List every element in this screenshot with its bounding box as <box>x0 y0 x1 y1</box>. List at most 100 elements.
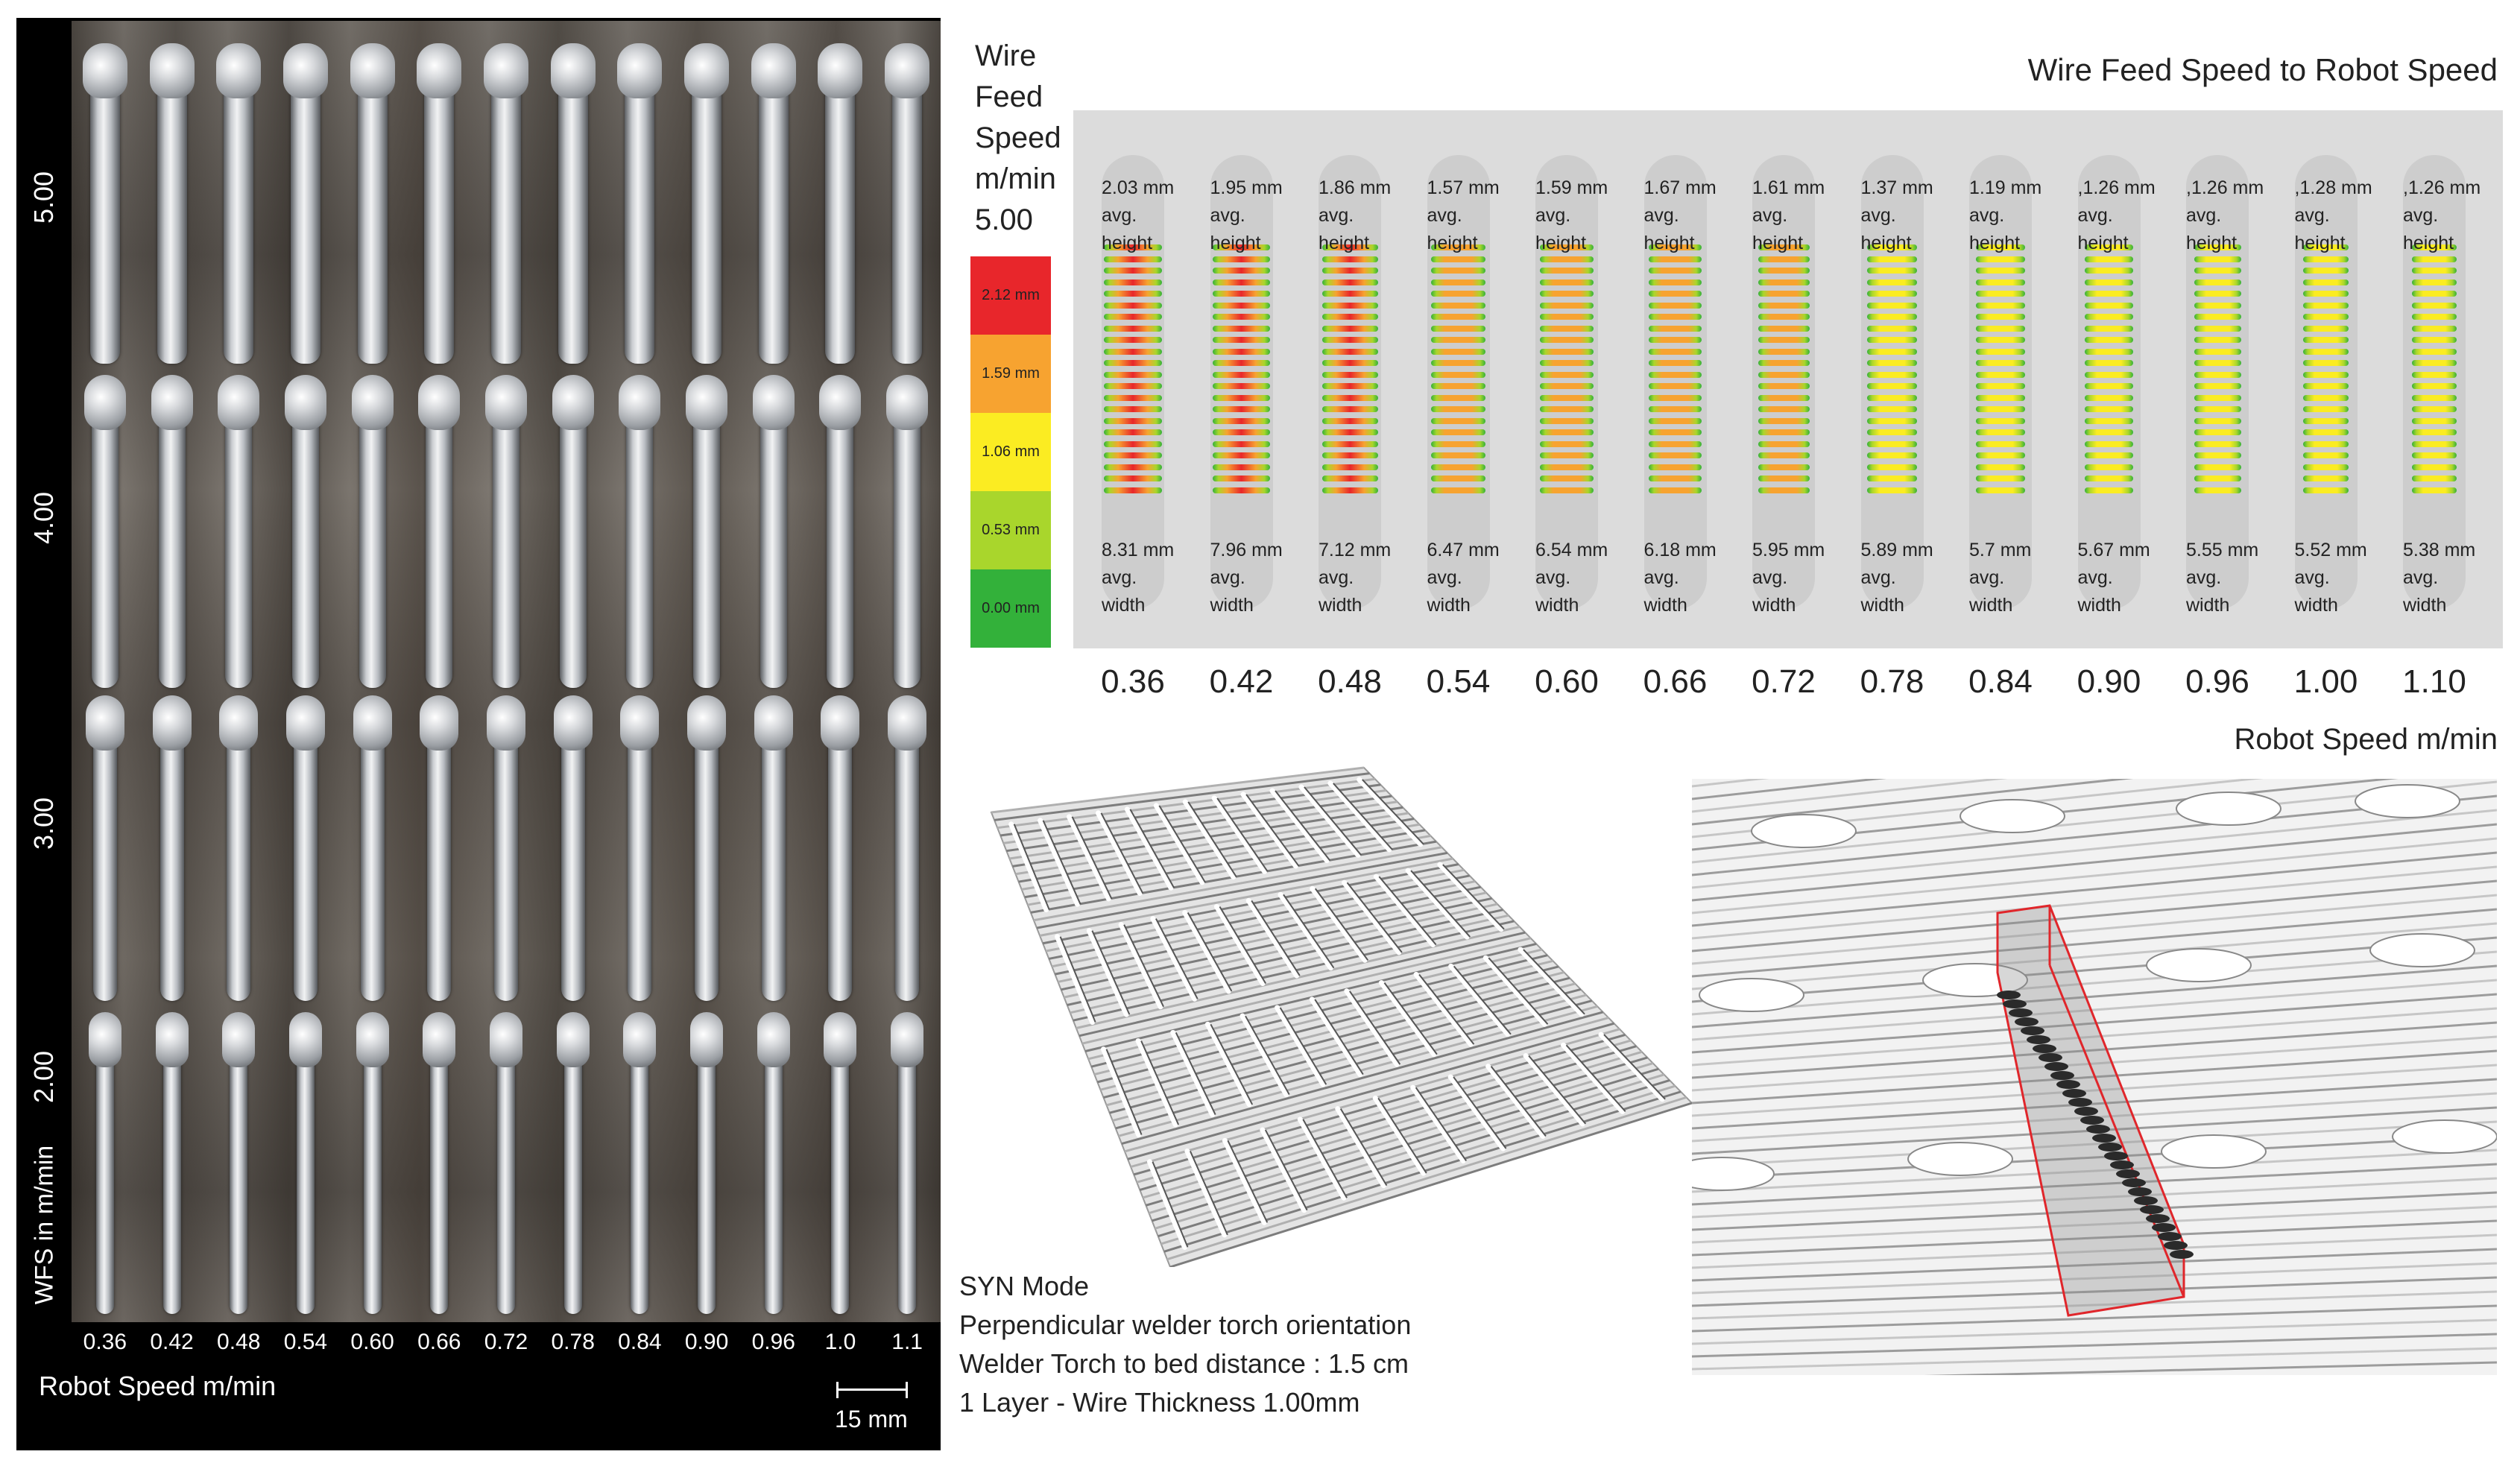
weld-bead-start <box>285 695 325 751</box>
weld-bead-start <box>222 1012 256 1067</box>
avg-height-value: 1.67 mm <box>1643 177 1717 198</box>
avg-height-value: ,1.26 mm <box>2186 177 2264 198</box>
height-stripe <box>1430 302 1486 309</box>
toolpath-bead-shadow <box>1383 982 1438 1055</box>
toolpath-line <box>1124 1017 1609 1153</box>
height-stripe <box>2085 406 2133 412</box>
height-stripe <box>1321 406 1378 412</box>
avg-height-value: 1.57 mm <box>1427 177 1500 198</box>
robot-speed-tick: 0.60 <box>1535 663 1599 700</box>
height-stripe <box>1649 348 1702 355</box>
toolpath-line <box>1033 846 1442 922</box>
legend-title-line: Feed <box>975 80 1043 113</box>
toolpath-bead <box>1182 799 1237 880</box>
toolpath-bead-shadow <box>1377 1097 1427 1174</box>
closeup-line <box>1692 1262 2497 1295</box>
closeup-bead <box>2369 933 2475 967</box>
closeup-line <box>1692 964 2497 1029</box>
height-stripe <box>1321 291 1378 297</box>
avg-width-label: width <box>2186 595 2230 616</box>
height-stripe <box>2085 314 2133 320</box>
height-stripe <box>1649 244 1702 250</box>
height-stripe <box>1430 417 1486 424</box>
weld-bead-start <box>288 1012 322 1067</box>
weld-bead-start <box>83 375 126 430</box>
closeup-line <box>1692 1191 2497 1231</box>
toolpath-point-cluster <box>1997 991 2021 999</box>
height-stripe <box>1213 429 1270 435</box>
weld-bead-start <box>684 43 730 98</box>
height-stripe <box>1649 487 1702 493</box>
toolpath-line <box>1081 937 1532 1045</box>
closeup-line <box>1692 1318 2497 1345</box>
closeup-line <box>1692 1248 2497 1282</box>
bead-outline <box>1643 155 1707 610</box>
chart-title: Wire Feed Speed to Robot Speed <box>2027 52 2498 87</box>
avg-width-value: 7.96 mm <box>1210 540 1283 560</box>
bead-outline <box>1427 155 1490 610</box>
weld-bead <box>825 58 856 364</box>
height-stripe <box>2302 464 2349 470</box>
toolpath-point-cluster <box>2110 1160 2134 1169</box>
weld-bead-start <box>356 1012 389 1067</box>
height-stripe <box>1104 394 1162 401</box>
process-settings: SYN Mode Perpendicular welder torch orie… <box>959 1267 1411 1422</box>
height-stripe <box>1866 268 1918 274</box>
toolpath-bead <box>1184 1148 1228 1238</box>
height-stripe <box>1430 452 1486 458</box>
avg-width-label: width <box>1643 595 1687 616</box>
avg-width-value: 5.55 mm <box>2186 540 2259 560</box>
toolpath-bead <box>1310 885 1368 963</box>
toolpath-bead <box>1598 1032 1665 1102</box>
weld-bead-start <box>686 375 728 430</box>
weld-bead <box>357 58 388 364</box>
height-stripe <box>1430 464 1486 470</box>
toolpath-bead <box>1170 1029 1216 1118</box>
height-stripe <box>2085 452 2133 458</box>
toolpath-point-cluster <box>2152 1223 2176 1232</box>
weld-bead-start <box>487 695 525 751</box>
weld-bead-start <box>353 695 392 751</box>
height-stripe <box>1430 383 1486 389</box>
color-scale-step: 0.00 mm <box>970 569 1051 648</box>
toolpath-bead-shadow <box>1283 894 1335 969</box>
toolpath-bead <box>1448 963 1511 1037</box>
height-stripe <box>2412 291 2457 297</box>
info-line: Perpendicular welder torch orientation <box>959 1310 1412 1340</box>
legend-title-line: 5.00 <box>975 203 1033 236</box>
weld-bead <box>693 390 721 688</box>
height-stripe <box>2194 417 2241 424</box>
scale-bar <box>836 1382 908 1398</box>
avg-width-label: avg. <box>2186 567 2222 588</box>
toolpath-bead <box>1269 788 1330 864</box>
weld-bead-start <box>151 375 193 430</box>
closeup-line <box>1692 879 2497 953</box>
avg-width-value: 5.67 mm <box>2077 540 2150 560</box>
height-stripe <box>2194 429 2241 435</box>
weld-bead <box>560 710 585 1001</box>
photo-x-tick: 0.48 <box>217 1330 261 1354</box>
avg-width-value: 5.89 mm <box>1860 540 1933 560</box>
weld-bead-start <box>819 375 862 430</box>
height-stripe <box>1540 325 1594 332</box>
avg-width-label: avg. <box>2294 567 2330 588</box>
toolpath-bead <box>1482 955 1547 1027</box>
height-stripe <box>1540 244 1594 250</box>
avg-width-label: avg. <box>1860 567 1896 588</box>
height-stripe <box>2194 314 2241 320</box>
height-stripe <box>2412 406 2457 412</box>
closeup-bead <box>2161 1134 2267 1169</box>
robot-speed-tick: 0.78 <box>1860 663 1924 700</box>
height-stripe <box>1104 314 1162 320</box>
height-stripe <box>1321 371 1378 378</box>
avg-height-value: ,1.28 mm <box>2294 177 2372 198</box>
color-scale-bar: 2.12 mm 1.59 mm 1.06 mm 0.53 mm 0.00 mm <box>970 256 1051 648</box>
toolpath-bead <box>1518 947 1585 1017</box>
avg-width-label: width <box>1102 595 1146 616</box>
height-stripe <box>1758 314 1810 320</box>
height-stripe <box>1976 487 2025 493</box>
weld-bead-start <box>619 375 661 430</box>
closeup-line <box>1692 1347 2497 1371</box>
closeup-line <box>1692 823 2497 902</box>
height-stripe <box>1758 291 1810 297</box>
